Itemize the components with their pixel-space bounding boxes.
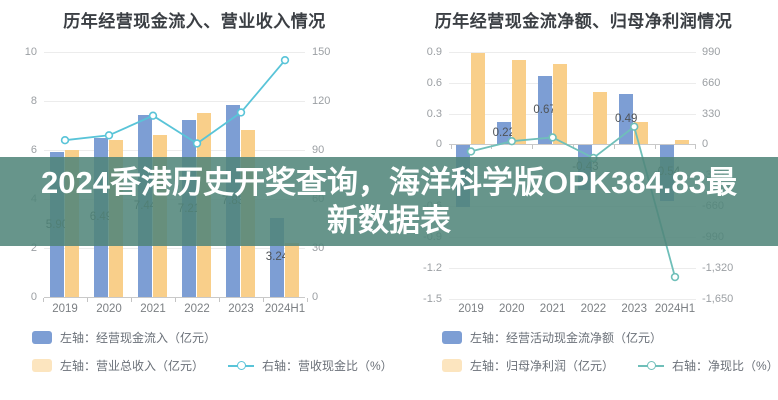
legend-swatch-yellow — [32, 359, 52, 372]
line-marker — [670, 272, 680, 282]
axis-tick — [43, 298, 44, 302]
legend-label-net-profit: 左轴：归母净利润（亿元） — [470, 359, 615, 373]
left-axis-tick: 10 — [24, 46, 37, 58]
x-axis-label: 2024H1 — [264, 303, 306, 315]
legend: 左轴：经营现金流入（亿元） 左轴：营业总收入（亿元） 右轴：营收现金比（%） — [32, 329, 393, 374]
gridline — [449, 298, 696, 300]
axis-tick — [175, 298, 176, 302]
gridline — [44, 248, 305, 249]
right-axis-tick: 0 — [702, 138, 709, 151]
left-axis-tick: 8 — [30, 95, 37, 107]
bar-value-label: 0.67 — [533, 104, 556, 117]
x-axis-label: 2023 — [228, 303, 254, 315]
x-axis-label: 2022 — [184, 303, 210, 315]
chart-title: 历年经营现金流入、营业收入情况 — [63, 12, 326, 31]
axis-tick — [695, 145, 697, 150]
right-axis-tick: 330 — [702, 107, 721, 120]
right-axis-tick: 30 — [312, 242, 325, 254]
axis-tick — [573, 145, 574, 150]
legend-line-dot — [647, 361, 657, 370]
right-axis-tick: 660 — [702, 76, 721, 89]
legend-label-total-revenue: 左轴：营业总收入（亿元） — [60, 359, 205, 373]
legend-swatch-yellow — [442, 359, 462, 372]
axis-tick — [613, 145, 615, 150]
bar-归母净利润 — [511, 60, 526, 145]
x-axis-label: 2022 — [580, 303, 607, 315]
bar-归母净利润 — [634, 121, 649, 145]
axis-tick — [450, 145, 452, 150]
left-axis-tick: 0.9 — [426, 46, 442, 58]
legend-label-cash-revenue-ratio: 右轴：营收现金比（%） — [262, 359, 393, 373]
left-axis-tick: 6 — [30, 144, 37, 156]
line-marker — [280, 55, 290, 65]
legend-row-2: 左轴：营业总收入（亿元） 右轴：营收现金比（%） — [32, 357, 393, 374]
axis-tick — [131, 298, 132, 302]
legend-item-cash-inflow: 左轴：经营现金流入（亿元） — [32, 329, 393, 346]
right-axis-tick: -1,320 — [702, 261, 734, 274]
headline-line-2: 新数据表 — [327, 202, 451, 238]
left-axis-tick: 0 — [435, 138, 442, 151]
chart-title: 历年经营现金流净额、归母净利润情况 — [434, 12, 733, 31]
legend-label-cash-inflow: 左轴：经营现金流入（亿元） — [60, 331, 217, 345]
axis-tick — [491, 145, 493, 150]
gridline — [44, 150, 305, 151]
headline-line-1: 2024香港历史开奖查询，海洋科学版OPK384.83最 — [41, 164, 737, 200]
x-axis-label: 2024H1 — [654, 303, 696, 315]
gridline — [449, 267, 696, 269]
x-axis-label: 2020 — [499, 303, 525, 315]
left-axis-tick: -1.2 — [423, 261, 442, 274]
x-axis-label: 2021 — [539, 303, 566, 315]
left-axis-tick: 0 — [30, 291, 37, 303]
right-axis-tick: 990 — [702, 46, 721, 58]
x-axis-label: 2020 — [96, 303, 122, 315]
left-axis-tick: -1.5 — [423, 292, 442, 305]
legend: 左轴：经营活动现金流净额（亿元） 左轴：归母净利润（亿元） 右轴：净现比（%） — [442, 329, 778, 374]
gridline — [449, 113, 696, 115]
x-axis-label: 2021 — [140, 303, 166, 315]
line-marker — [60, 136, 70, 145]
legend-swatch-blue — [32, 331, 52, 344]
right-axis-tick: 0 — [312, 291, 319, 303]
axis-tick — [263, 298, 264, 302]
legend-label-net-cash-ratio: 右轴：净现比（%） — [672, 359, 778, 373]
axis-tick — [87, 298, 88, 302]
gridline — [44, 297, 305, 298]
x-axis-label: 2019 — [52, 303, 78, 315]
gridline — [449, 52, 696, 53]
gridline — [44, 52, 305, 53]
gridline — [44, 101, 305, 102]
left-axis-tick: 2 — [30, 242, 37, 254]
axis-tick — [307, 298, 308, 302]
legend-row-2: 左轴：归母净利润（亿元） 右轴：净现比（%） — [442, 357, 778, 374]
x-axis-label: 2023 — [621, 303, 647, 315]
legend-swatch-blue — [442, 331, 462, 344]
right-axis-tick: 90 — [312, 144, 325, 156]
axis-tick — [532, 145, 534, 150]
bar-归母净利润 — [675, 140, 689, 145]
legend-label-net-cashflow: 左轴：经营活动现金流净额（亿元） — [470, 331, 663, 345]
axis-tick — [654, 145, 656, 150]
axis-tick — [219, 298, 220, 302]
left-axis-tick: 0.3 — [426, 107, 442, 120]
bar-value-label: 0.49 — [614, 113, 638, 126]
right-axis-tick: 120 — [312, 95, 331, 107]
headline-banner: 2024香港历史开奖查询，海洋科学版OPK384.83最 新数据表 — [0, 157, 778, 246]
legend-item-net-cashflow: 左轴：经营活动现金流净额（亿元） — [442, 329, 778, 346]
right-axis-tick: -1,650 — [702, 292, 734, 305]
bar-归母净利润 — [552, 64, 567, 145]
right-axis-tick: 150 — [312, 46, 331, 58]
bar-营业总收入 — [285, 243, 299, 297]
bar-归母净利润 — [471, 53, 485, 145]
legend-line-marker-icon — [638, 361, 665, 370]
gridline — [449, 82, 696, 84]
x-axis-label: 2019 — [458, 303, 484, 315]
left-axis-tick: 0.6 — [426, 76, 442, 89]
legend-line-dot — [237, 361, 247, 370]
legend-line-marker-icon — [228, 361, 255, 370]
bar-value-label: 3.24 — [265, 251, 289, 264]
